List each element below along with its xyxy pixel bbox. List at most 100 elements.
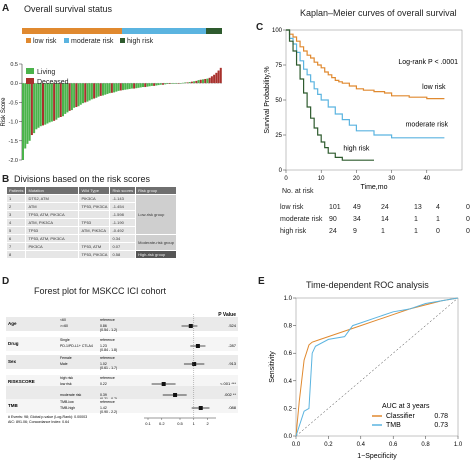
forest-hr: 1.02 — [100, 362, 107, 366]
risk-score-bar — [202, 79, 204, 84]
risk-score-bar — [142, 83, 144, 88]
table-cell: 0.34 — [109, 234, 137, 243]
forest-reference: reference — [100, 318, 115, 322]
risk-score-bar — [53, 83, 56, 121]
risk-table-count: 90 — [329, 216, 337, 223]
risk-table-count: 0 — [466, 204, 470, 211]
forest-pvalue: <.001 *** — [220, 381, 236, 386]
x-tick-label: 0 — [284, 176, 288, 182]
risk-table-count: 1 — [414, 216, 418, 223]
forest-level: TMB-low — [60, 400, 74, 404]
status-legend-swatch — [26, 78, 34, 84]
risk-score-bar — [68, 83, 71, 111]
table-header: Patients — [5, 186, 27, 195]
table-header: Mutation — [25, 186, 80, 195]
plot-frame — [285, 29, 463, 171]
risk-score-bar — [115, 83, 118, 92]
table-cell: 1 — [5, 194, 27, 203]
panel-c-title: Kaplan–Meier curves of overall survival — [300, 8, 457, 18]
y-tick-label: 0.0 — [284, 434, 293, 440]
forest-level: Female — [60, 356, 72, 360]
forest-point — [195, 344, 200, 348]
risk-score-bar — [44, 83, 47, 125]
forest-level: <60 — [60, 318, 66, 322]
status-legend-label: Deceased — [37, 79, 69, 86]
panel-e-label: E — [258, 276, 265, 287]
forest-pvalue: .088 — [228, 405, 237, 410]
risk-group-legend-swatch — [64, 38, 69, 43]
x-axis-label: Time,mo — [361, 184, 388, 190]
roc-legend-label: Classifier — [386, 413, 415, 420]
forest-x-tick-label: 0.2 — [159, 421, 165, 426]
risk-score-bar — [208, 77, 211, 84]
x-tick-label: 40 — [423, 176, 430, 182]
table-cell: 0.07 — [109, 242, 137, 251]
risk-score-bar — [159, 83, 162, 85]
risk-score-bar — [86, 83, 89, 102]
risk-table-row-label: high risk — [280, 228, 307, 235]
risk-score-bar — [108, 83, 111, 94]
risk-score-bar — [22, 83, 24, 160]
risk-score-bar — [24, 83, 27, 149]
risk-score-bar — [82, 83, 84, 104]
y-tick-label: 100 — [272, 28, 283, 34]
risk-group-legend-label: high risk — [127, 38, 154, 45]
forest-variable: Sex — [8, 359, 17, 364]
panel-d-label: D — [2, 276, 10, 287]
risk-score-bar — [33, 83, 36, 134]
risk-group-legend-label: moderate risk — [71, 38, 114, 45]
risk-table-row-label: low risk — [280, 204, 304, 211]
risk-table-count: 24 — [381, 204, 389, 211]
risk-score-bar — [50, 83, 53, 122]
risk-score-bar — [48, 83, 51, 123]
risk-score-bar — [186, 82, 189, 84]
risk-table-count: 9 — [353, 228, 357, 235]
risk-score-bar — [62, 83, 64, 117]
risk-score-bar — [93, 83, 96, 99]
table-cell: 4 — [5, 218, 27, 227]
forest-hr: 0.39 — [100, 393, 107, 397]
forest-reference: reference — [100, 400, 115, 404]
risk-score-bar — [84, 83, 87, 103]
table-cell: 6 — [5, 234, 27, 243]
table-cell: PIK3CA — [78, 194, 111, 203]
risk-score-bar — [195, 80, 198, 84]
risk-score-bar — [95, 83, 98, 98]
table-cell: TP53, ATM — [78, 242, 111, 251]
table-cell — [78, 234, 111, 243]
table-header: Risk group — [135, 186, 177, 195]
risk-score-bar — [148, 83, 151, 87]
km-series-label: moderate risk — [406, 122, 449, 129]
forest-row-bg — [6, 399, 238, 413]
risk-table-count: 49 — [353, 204, 361, 211]
risk-score-bar — [126, 83, 129, 90]
kaplan-meier-chart: 0 25 50 75 100 0 10 20 30 40 Time,mo Survival Proba… — [264, 28, 463, 190]
risk-group-legend-swatch — [26, 38, 31, 43]
y-tick-label: 1.0 — [284, 296, 293, 302]
risk-score-bar — [64, 83, 67, 114]
forest-hr: 1.42 — [100, 406, 107, 410]
risk-score-bar — [146, 83, 149, 87]
x-tick-label: 0.8 — [421, 442, 430, 448]
table-cell: -1.598 — [109, 210, 137, 219]
forest-level: moderate risk — [60, 393, 81, 397]
risk-score-bar — [139, 83, 142, 88]
risk-score-bar — [90, 83, 93, 100]
forest-footnote: # Events: 98; Global p-value (Log-Rank):… — [8, 415, 87, 419]
forest-reference: reference — [100, 376, 115, 380]
table-cell: 0.58 — [109, 250, 137, 259]
risk-score-bar — [42, 83, 44, 126]
y-tick-label: 0.0 — [10, 81, 18, 87]
risk-group-cell: Low-risk group — [135, 194, 177, 235]
forest-level: Male — [60, 362, 68, 366]
forest-pvalue: .287 — [228, 343, 237, 348]
x-tick-label: 0.6 — [389, 442, 398, 448]
forest-level: Single — [60, 338, 70, 342]
y-tick-label: -0.5 — [9, 100, 18, 106]
risk-score-bar — [190, 81, 193, 84]
risk-score-bar — [30, 83, 33, 136]
forest-x-tick-label: 2 — [206, 421, 209, 426]
risk-score-bar — [55, 83, 58, 120]
forest-hr: 0.86 — [100, 324, 107, 328]
risk-score-bar — [177, 83, 180, 84]
